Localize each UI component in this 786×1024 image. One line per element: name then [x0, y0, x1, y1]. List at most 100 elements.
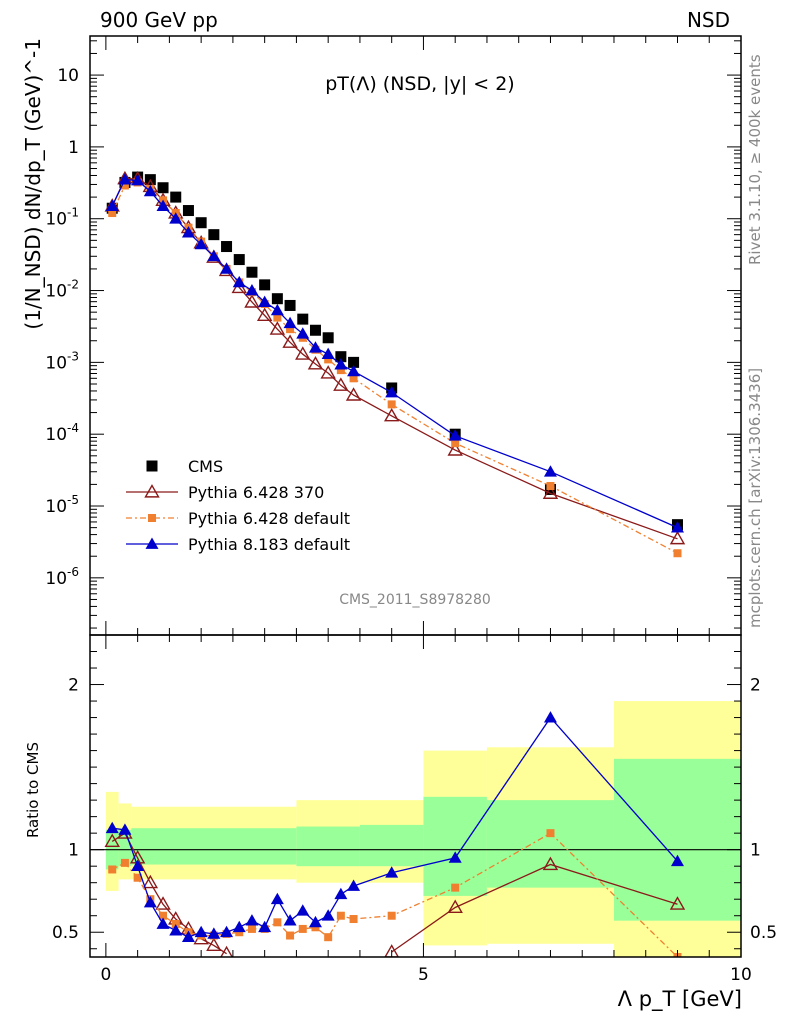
point-cms	[335, 351, 347, 363]
inner-band	[131, 828, 297, 865]
ratio-point-pythia-8-183-default	[181, 930, 195, 943]
y-tick-label: 10	[57, 66, 79, 86]
ratio-point-pythia-8-183-default	[270, 892, 284, 905]
ratio-plot-marks	[104, 711, 686, 957]
point-pythia-6-428-370	[256, 307, 273, 322]
ratio-point-pythia-8-183-default	[105, 821, 119, 834]
header-left: 900 GeV pp	[100, 8, 218, 32]
point-pythia-8-183-default	[448, 429, 462, 441]
ratio-point-pythia-6-428-default	[120, 858, 129, 867]
ratio-point-pythia-6-428-370	[206, 937, 222, 952]
point-cms	[284, 299, 296, 311]
ratio-point-pythia-8-183-default	[308, 915, 322, 928]
point-pythia-8-183-default	[220, 262, 234, 274]
legend-marker-pythia-6-428-default	[148, 514, 156, 522]
point-cms	[157, 182, 169, 194]
ratio-point-pythia-8-183-default	[169, 924, 183, 936]
ratio-point-pythia-6-428-370	[220, 945, 233, 957]
point-cms	[259, 279, 271, 291]
legend-marker-pythia-6-428-370	[144, 484, 160, 498]
ratio-point-pythia-6-428-default	[387, 911, 396, 920]
ratio-point-pythia-6-428-default	[311, 923, 320, 932]
main-panel: 10-6 10-5 10-4 10-3 10-2 10-1 1 10 pT(Λ) (NSD, …	[21, 35, 742, 636]
point-cms	[246, 266, 258, 278]
x-axis-label: Λ p_T [GeV]	[618, 987, 742, 1012]
ratio-point-pythia-8-183-default	[245, 914, 259, 926]
y-tick-label: 10-2	[45, 278, 79, 302]
ratio-point-pythia-8-183-default	[143, 896, 157, 908]
ratio-point-pythia-6-428-default	[247, 924, 256, 933]
point-pythia-6-428-370	[333, 377, 349, 391]
point-pythia-6-428-370	[447, 442, 463, 456]
ratio-point-pythia-6-428-default	[108, 865, 117, 874]
point-pythia-8-183-default	[308, 341, 322, 353]
point-cms	[271, 293, 283, 305]
x-tick-label: 5	[418, 965, 429, 985]
point-pythia-8-183-default	[118, 173, 132, 185]
y-tick-label: 10-4	[45, 421, 79, 445]
ratio-plot-frame	[89, 634, 742, 958]
point-pythia-6-428-default	[673, 549, 682, 558]
ratio-point-pythia-8-183-default	[543, 711, 557, 723]
ratio-point-pythia-8-183-default	[220, 925, 234, 938]
legend-label-pythia-8-183-default: Pythia 8.183 default	[188, 535, 350, 554]
point-pythia-8-183-default	[543, 465, 557, 477]
ratio-point-pythia-6-428-default	[235, 928, 244, 937]
ratio-y-tick-label: 0.5	[52, 923, 79, 943]
y-tick-label: 1	[68, 138, 79, 158]
main-y-axis-label: (1/N_NSD) dN/dp_T (GeV)^-1	[21, 38, 45, 330]
point-cms	[170, 191, 182, 203]
ratio-point-pythia-6-428-default	[336, 911, 345, 920]
legend-label-cms: CMS	[188, 457, 223, 476]
point-pythia-6-428-default	[546, 481, 555, 490]
point-pythia-6-428-default	[349, 374, 358, 383]
ratio-point-pythia-6-428-default	[324, 933, 333, 942]
ratio-point-pythia-6-428-default	[159, 911, 168, 920]
ratio-y-tick-label: 2	[68, 676, 79, 696]
ratio-y-axis-label: Ratio to CMS	[24, 742, 42, 838]
ratio-point-pythia-6-428-default	[298, 924, 307, 933]
ratio-point-pythia-8-183-default	[207, 927, 221, 939]
point-pythia-8-183-default	[143, 184, 157, 197]
y-tick-label: 10-1	[45, 206, 79, 230]
ratio-line-pythia-8-183-default	[112, 716, 678, 938]
point-pythia-6-428-370	[307, 356, 324, 370]
point-pythia-8-183-default	[347, 364, 361, 377]
ratio-y-tick-label-right: 1	[750, 841, 761, 861]
ratio-point-pythia-6-428-370	[669, 896, 686, 910]
point-pythia-8-183-default	[207, 249, 221, 262]
point-cms	[195, 217, 207, 229]
ratio-uncertainty-bands	[105, 701, 741, 957]
point-pythia-6-428-370	[244, 294, 260, 308]
ratio-point-pythia-6-428-370	[447, 899, 463, 914]
ratio-y-tick-label: 1	[68, 841, 79, 861]
point-pythia-6-428-default	[120, 181, 129, 190]
ratio-point-pythia-8-183-default	[156, 917, 170, 929]
point-pythia-8-183-default	[156, 199, 170, 211]
point-pythia-6-428-370	[295, 346, 311, 360]
mcplots-label: mcplots.cern.ch [arXiv:1306.3436]	[746, 368, 764, 628]
point-cms	[309, 324, 321, 336]
ratio-point-pythia-8-183-default	[670, 854, 684, 867]
legend-marker-cms	[146, 460, 158, 472]
point-pythia-8-183-default	[105, 199, 119, 211]
point-pythia-8-183-default	[270, 303, 284, 316]
ratio-point-pythia-6-428-370	[104, 833, 120, 847]
point-pythia-6-428-370	[542, 485, 559, 499]
ratio-point-pythia-6-428-default	[451, 883, 460, 892]
point-cms	[182, 205, 194, 217]
point-pythia-6-428-370	[383, 407, 400, 422]
ratio-point-pythia-6-428-default	[349, 915, 358, 924]
point-pythia-8-183-default	[321, 347, 335, 360]
point-pythia-8-183-default	[296, 327, 310, 339]
ratio-point-pythia-6-428-370	[142, 874, 159, 889]
ratio-point-pythia-6-428-default	[133, 873, 142, 882]
ratio-point-pythia-8-183-default	[283, 914, 297, 926]
ratio-point-pythia-6-428-default	[273, 918, 282, 927]
ratio-point-pythia-8-183-default	[258, 920, 272, 933]
inner-band	[359, 824, 424, 867]
ratio-point-pythia-6-428-default	[286, 931, 295, 940]
point-pythia-6-428-default	[286, 325, 295, 334]
inner-band	[423, 796, 487, 896]
ratio-y-tick-label-right: 2	[750, 676, 761, 696]
